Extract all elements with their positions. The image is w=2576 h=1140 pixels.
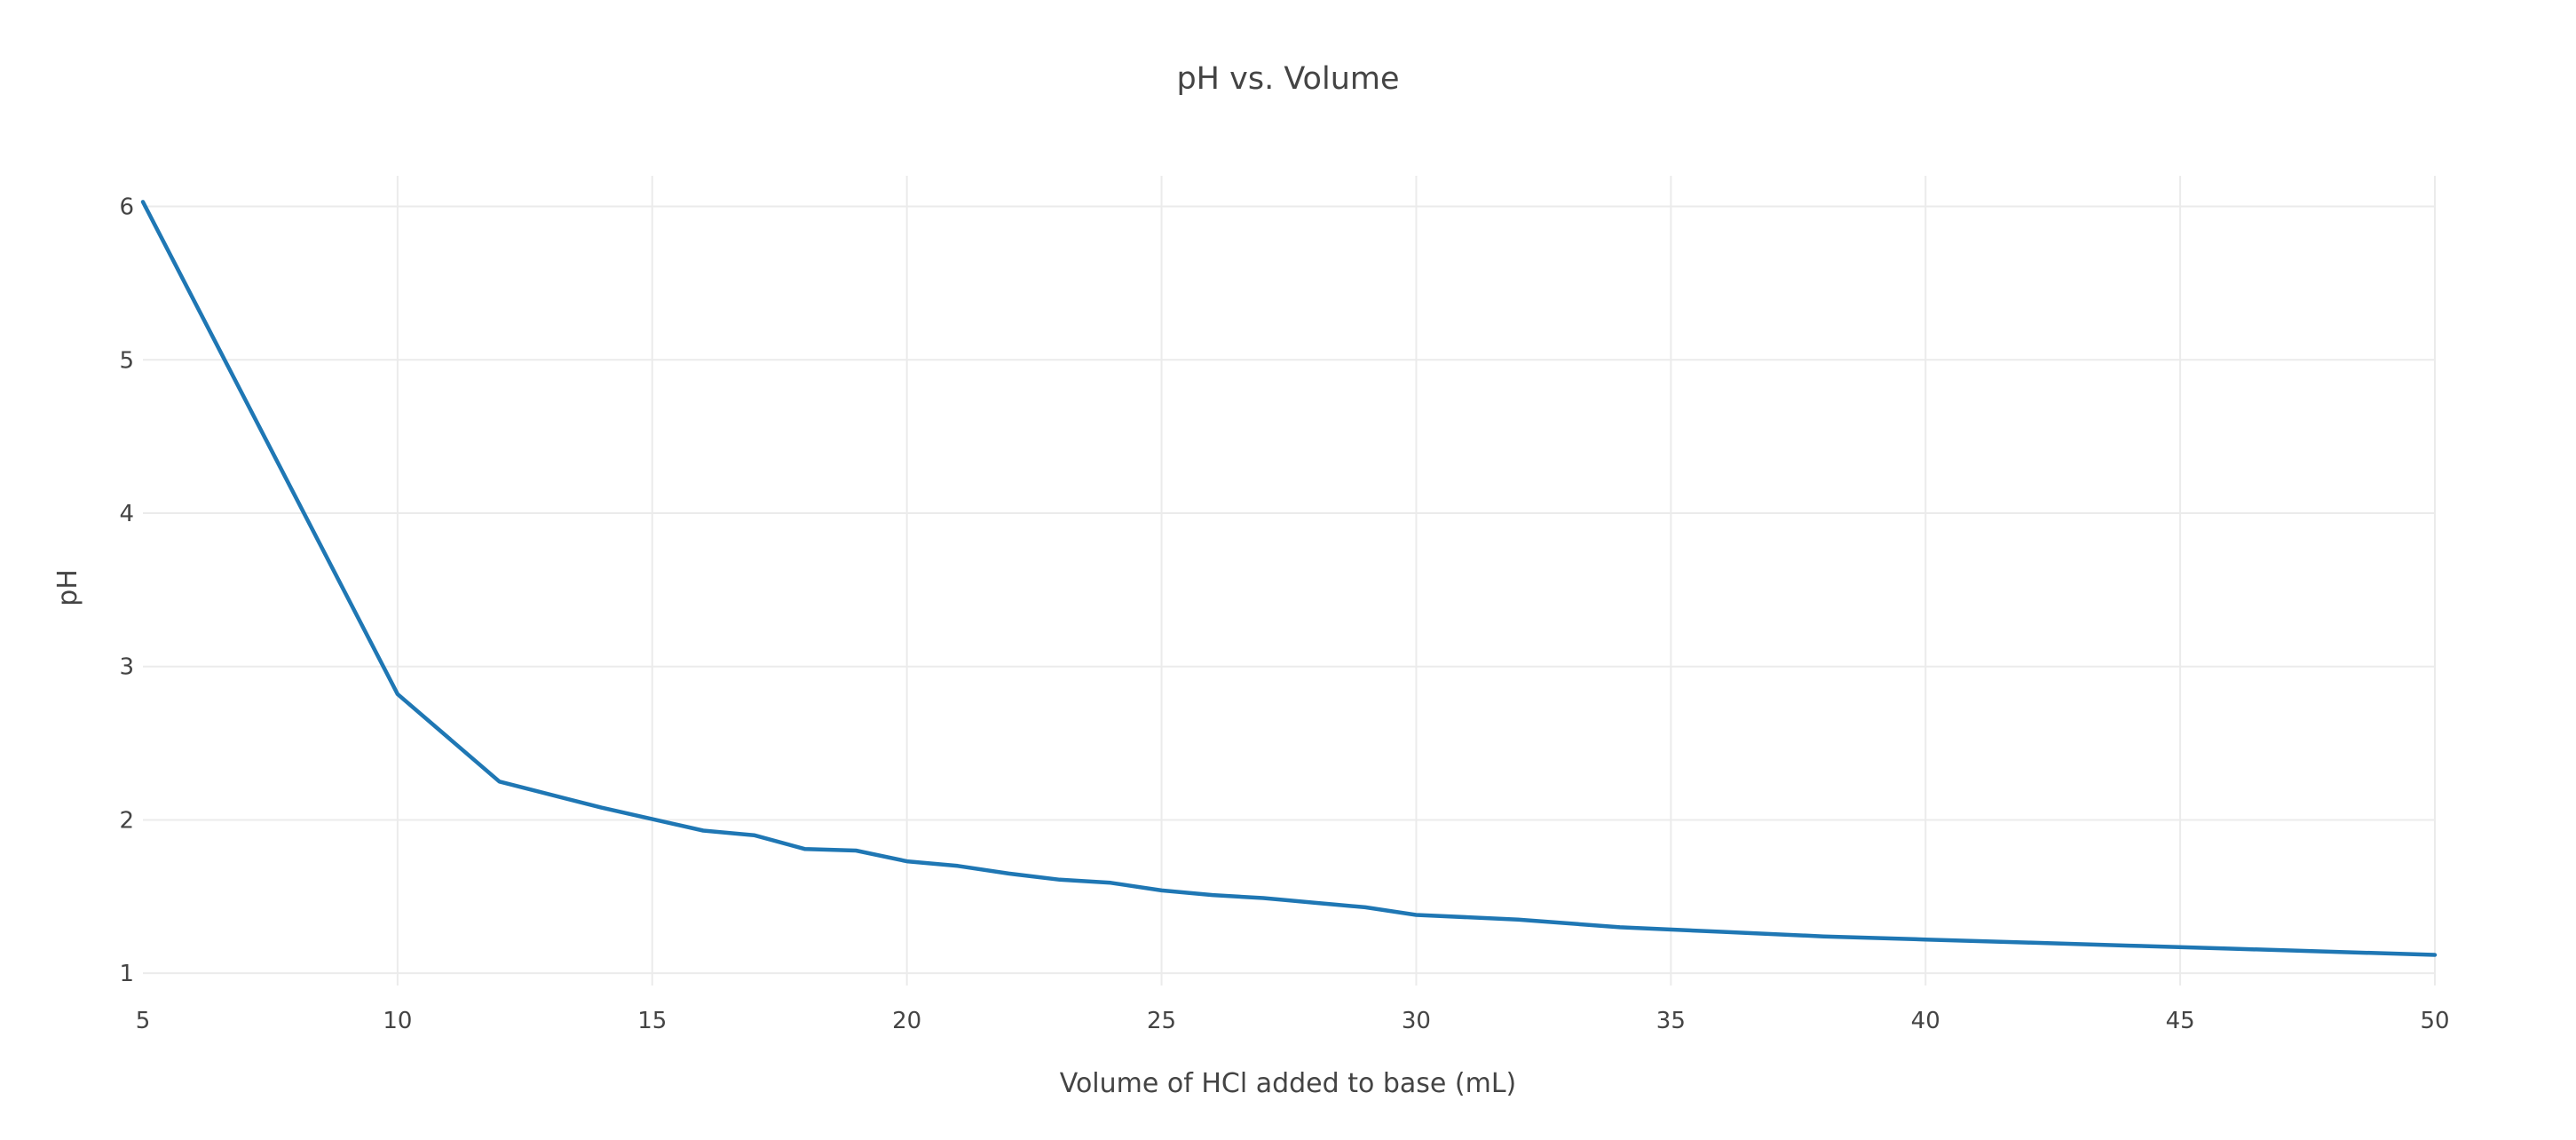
x-tick-label-25: 25: [1147, 1008, 1176, 1034]
x-tick-label-5: 5: [136, 1008, 151, 1034]
x-tick-label-35: 35: [1656, 1008, 1686, 1034]
x-tick-label-45: 45: [2166, 1008, 2195, 1034]
y-grid-lines: [143, 205, 2435, 975]
series-line-0: [140, 200, 2438, 957]
x-tick-label-20: 20: [892, 1008, 921, 1034]
x-tick-label-30: 30: [1402, 1008, 1431, 1034]
y-tick-label-2: 2: [119, 807, 134, 834]
x-tick-label-10: 10: [383, 1008, 412, 1034]
y-tick-label-6: 6: [119, 194, 134, 221]
chart-title: pH vs. Volume: [1176, 61, 1399, 97]
y-tick-label-4: 4: [119, 501, 134, 527]
series-layer: [140, 200, 2438, 957]
x-axis-tick-labels: 5 10 15 20 25 30 35 40 45 50: [136, 1008, 2450, 1034]
x-axis-title: Volume of HCl added to base (mL): [1060, 1068, 1517, 1099]
x-tick-label-40: 40: [1911, 1008, 1940, 1034]
x-grid-lines: [396, 176, 2436, 986]
y-tick-label-5: 5: [119, 347, 134, 374]
y-tick-label-3: 3: [119, 654, 134, 681]
y-tick-label-1: 1: [119, 961, 134, 987]
y-axis-title: pH: [52, 569, 83, 606]
y-axis-tick-labels: 1 2 3 4 5 6: [119, 194, 134, 988]
x-tick-label-15: 15: [637, 1008, 667, 1034]
x-tick-label-50: 50: [2420, 1008, 2449, 1034]
